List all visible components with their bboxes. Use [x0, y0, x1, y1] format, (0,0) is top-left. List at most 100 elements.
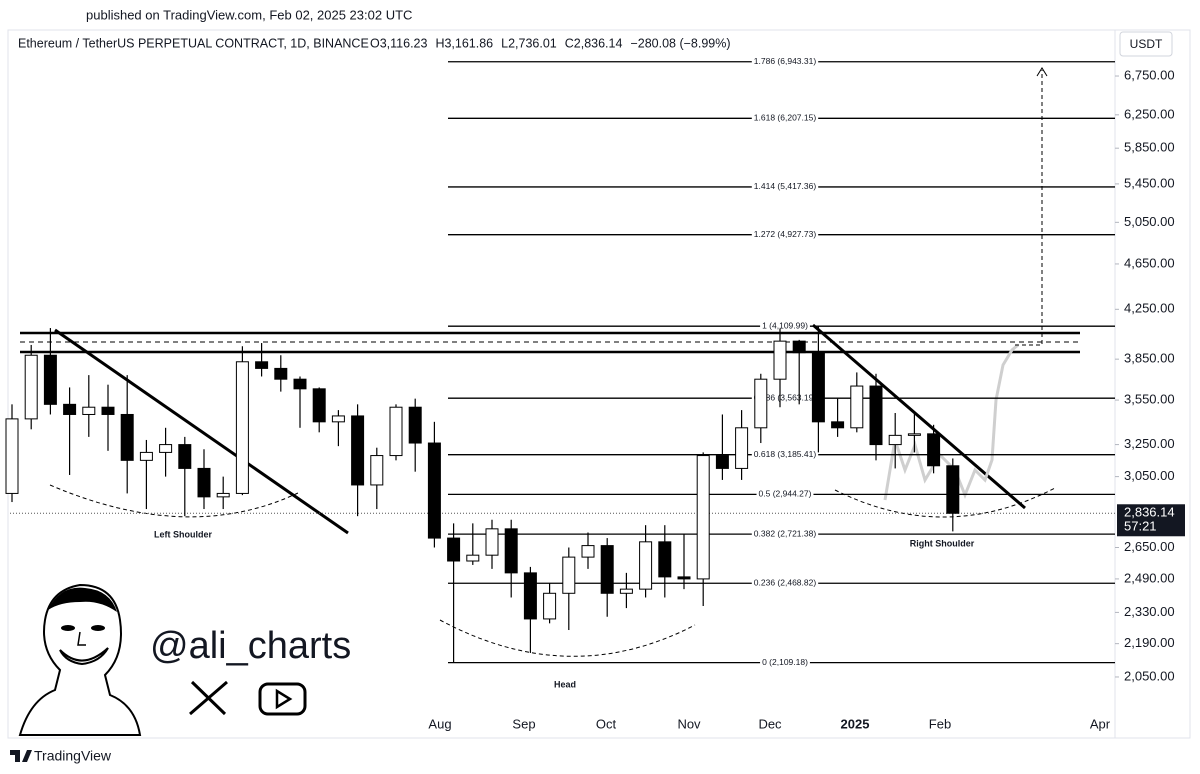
- trendline: [812, 323, 1026, 510]
- target-arrowhead: [1036, 67, 1048, 77]
- fib-label: 0.236 (2,468.82): [754, 577, 817, 587]
- fib-label: 0 (2,109.18): [762, 657, 808, 667]
- y-tick-label: 3,250.00: [1124, 436, 1175, 451]
- candle-body: [447, 537, 461, 562]
- x-tick-label: Nov: [677, 716, 701, 731]
- pattern-label: Left Shoulder: [154, 529, 212, 539]
- candle-body: [293, 378, 307, 390]
- fib-label-bg: [751, 181, 819, 192]
- candle-body: [408, 406, 422, 444]
- candle-body: [389, 406, 403, 457]
- currency-box: [1119, 31, 1173, 57]
- candle-body: [658, 541, 672, 578]
- candle-body: [888, 434, 902, 446]
- y-tick-label: 2,490.00: [1124, 570, 1175, 585]
- fib-label: 0.618 (3,185.41): [754, 449, 817, 459]
- y-tick-label: 4,650.00: [1124, 255, 1175, 270]
- candle-body: [696, 455, 710, 580]
- candle-body: [370, 455, 384, 486]
- candle-body: [216, 492, 230, 498]
- x-tick-label: 2025: [841, 716, 870, 731]
- fib-label-bg: [751, 449, 819, 460]
- x-icon: [189, 680, 228, 716]
- candle-body: [754, 378, 768, 429]
- pattern-arc: [49, 484, 301, 518]
- ohlc-value: H3,161.86: [435, 36, 493, 50]
- fib-label-bg: [751, 229, 819, 240]
- candle-body: [82, 406, 96, 415]
- x-tick-label: Sep: [512, 716, 535, 731]
- candle-body: [523, 572, 537, 620]
- candle-body: [792, 340, 806, 354]
- currency: USDT: [1130, 37, 1163, 51]
- fib-label: 1.786 (6,943.31): [754, 56, 817, 66]
- y-tick-label: 5,450.00: [1124, 175, 1175, 190]
- candle-body: [178, 444, 192, 469]
- y-tick-label: 3,850.00: [1124, 351, 1175, 366]
- y-tick-label: 5,850.00: [1124, 140, 1175, 155]
- candle-body: [907, 433, 921, 436]
- candle-body: [946, 465, 960, 514]
- candle-body: [677, 576, 691, 580]
- x-tick-label: Apr: [1090, 716, 1111, 731]
- pattern-label: Head: [554, 679, 576, 689]
- y-tick-label: 6,750.00: [1124, 67, 1175, 82]
- candle-body: [274, 367, 288, 380]
- ohlc-value: −280.08 (−8.99%): [630, 36, 730, 50]
- fib-label: 1.272 (4,927.73): [754, 229, 817, 239]
- fib-label-bg: [751, 529, 819, 540]
- y-tick-label: 2,330.00: [1124, 604, 1175, 619]
- candle-body: [811, 352, 825, 423]
- fib-label: 0.5 (2,944.27): [759, 489, 812, 499]
- chart-frame: [7, 29, 1191, 739]
- y-tick-label: 3,550.00: [1124, 392, 1175, 407]
- candle-body: [619, 588, 633, 594]
- y-tick-label: 5,050.00: [1124, 214, 1175, 229]
- fib-label: 1.414 (5,417.36): [754, 181, 817, 191]
- candle-body: [581, 545, 595, 558]
- youtube-play: [275, 688, 293, 710]
- candle-body: [466, 554, 480, 562]
- candle-body: [312, 388, 326, 423]
- x-tick-label: Oct: [596, 716, 617, 731]
- fib-label-bg: [751, 578, 819, 589]
- ohlc-header: O3,116.23 H3,161.86 L2,736.01 C2,836.14 −280…: [370, 36, 731, 50]
- candle-body: [543, 592, 557, 620]
- candle-body: [139, 451, 153, 461]
- ohlc-value: O3,116.23: [370, 36, 428, 50]
- x-tick-label: Aug: [428, 716, 451, 731]
- ohlc-value: C2,836.14: [565, 36, 623, 50]
- ohlc-value: L2,736.01: [501, 36, 557, 50]
- footer-brand: TradingView: [34, 748, 112, 764]
- candle-body: [63, 403, 77, 415]
- candle-body: [101, 406, 115, 415]
- candle-body: [735, 427, 749, 469]
- candle-body: [351, 415, 365, 486]
- pattern-label: Right Shoulder: [910, 538, 975, 548]
- plot-area: 6,750.00 6,250.00 5,850.00 5,450.00 5,050.00…: [5, 56, 1185, 731]
- candle-body: [159, 444, 173, 453]
- candle-body: [869, 385, 883, 446]
- candle-body: [927, 433, 941, 467]
- trendline: [54, 328, 349, 535]
- candle-body: [197, 467, 211, 498]
- fib-label: 0.382 (2,721.38): [754, 528, 817, 538]
- countdown: 57:21: [1124, 519, 1157, 534]
- candle-body: [24, 354, 38, 420]
- y-tick-label: 2,650.00: [1124, 539, 1175, 554]
- chart-title: Ethereum / TetherUS PERPETUAL CONTRACT, …: [18, 36, 369, 50]
- pattern-arc: [439, 619, 696, 657]
- fib-label-bg: [760, 657, 810, 668]
- fib-label: 0.786 (3,563.19): [754, 392, 817, 402]
- y-tick-label: 2,050.00: [1124, 668, 1175, 683]
- candle-body: [255, 361, 269, 369]
- last-price-tag: [1117, 504, 1185, 537]
- y-tick-label: 4,250.00: [1124, 301, 1175, 316]
- x-tick-label: Dec: [758, 716, 782, 731]
- youtube-icon: [258, 682, 307, 716]
- watermark-handle: @ali_charts: [150, 625, 351, 667]
- last-price-label: 2,836.14: [1124, 505, 1175, 520]
- fib-label-bg: [760, 321, 810, 332]
- candle-body: [43, 354, 57, 405]
